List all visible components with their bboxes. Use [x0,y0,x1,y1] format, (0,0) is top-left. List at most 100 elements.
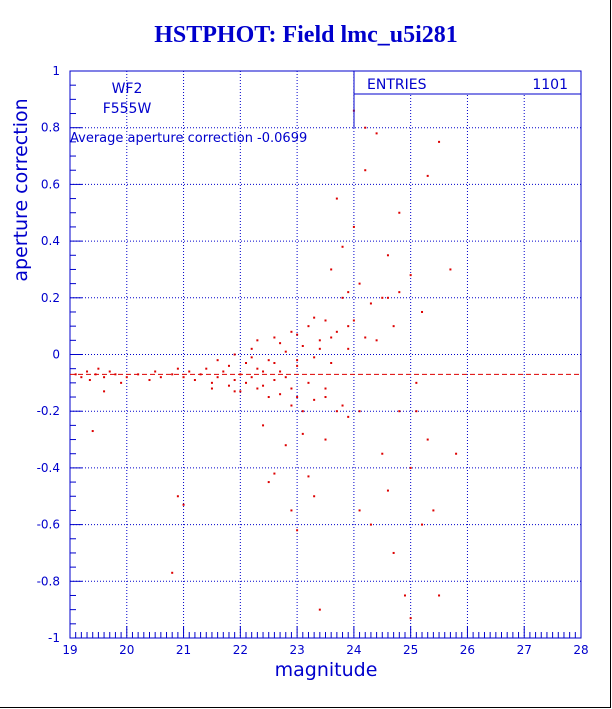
stats-box: ENTRIES 1101 [353,70,582,128]
data-point [245,381,248,384]
data-point [438,140,441,143]
data-point [358,410,361,413]
data-point [296,364,299,367]
stats-box-frame [353,70,582,95]
data-point [398,410,401,413]
data-point [386,296,389,299]
data-point [386,254,389,257]
y-tick-label: 0.4 [41,234,60,248]
data-point [86,370,89,373]
data-point [88,379,91,382]
data-point [324,396,327,399]
y-axis-title: aperture correction [10,98,32,281]
data-point [415,381,418,384]
data-point [222,370,225,373]
data-point [284,350,287,353]
data-point [330,362,333,365]
data-point [347,325,350,328]
data-point [114,373,117,376]
data-point [267,359,270,362]
data-point [74,373,77,376]
y-tick-label: 1 [52,64,60,78]
data-point [284,376,287,379]
data-point [171,373,174,376]
data-point [341,404,344,407]
data-point [335,410,338,413]
data-point [421,523,424,526]
data-point [267,481,270,484]
data-point [324,319,327,322]
y-tick-label: -0.2 [37,404,60,418]
data-point [97,367,100,370]
data-point [279,393,282,396]
data-point [409,617,412,620]
data-point [398,211,401,214]
data-point [273,362,276,365]
ticks-layer: 19 20 21 22 23 24 25 26 27 28 -1 -0.8 -0.6 -0.4 -0.2 0 0… [37,64,589,657]
data-point [398,291,401,294]
data-point [273,379,276,382]
x-tick-label: 28 [573,643,588,657]
data-point [307,325,310,328]
data-point [210,387,213,390]
x-tick-label: 23 [289,643,304,657]
data-point [279,370,282,373]
data-point [296,529,299,532]
data-point [432,509,435,512]
data-point [364,169,367,172]
x-tick-label: 19 [62,643,77,657]
data-point [159,376,162,379]
data-point [301,344,304,347]
data-point [239,390,242,393]
data-point [256,387,259,390]
data-point [182,503,185,506]
data-point [233,390,236,393]
data-point [216,359,219,362]
data-point [313,495,316,498]
data-point [313,316,316,319]
data-point [290,509,293,512]
average-correction-label: Average aperture correction -0.0699 [70,131,307,146]
data-point [392,551,395,554]
data-point [375,132,378,135]
data-point [330,336,333,339]
data-point [91,430,94,433]
data-point [426,438,429,441]
data-point [256,339,259,342]
data-point [313,398,316,401]
data-point [415,410,418,413]
data-point [290,404,293,407]
data-point [120,381,123,384]
data-point [296,333,299,336]
data-point [341,296,344,299]
chart-title: HSTPHOT: Field lmc_u5i281 [154,22,458,48]
x-tick-label: 20 [119,643,134,657]
data-point [386,489,389,492]
data-point [381,452,384,455]
data-point [426,174,429,177]
data-point [364,126,367,129]
grid-layer [70,71,581,638]
data-point [455,452,458,455]
x-tick-label: 26 [460,643,475,657]
data-point [313,356,316,359]
data-point [205,367,208,370]
x-tick-label: 22 [233,643,248,657]
data-point [245,362,248,365]
data-point [301,432,304,435]
data-point [154,370,157,373]
data-point [108,370,111,373]
data-point [296,359,299,362]
y-tick-label: -1 [48,631,60,645]
data-point [449,268,452,271]
data-point [210,381,213,384]
data-point [273,472,276,475]
data-point [273,336,276,339]
data-point [250,347,253,350]
data-point [347,291,350,294]
y-tick-label: 0 [52,348,60,362]
x-axis-title: magnitude [275,659,378,681]
data-point [403,594,406,597]
data-point [347,347,350,350]
y-tick-label: 0.2 [41,291,60,305]
